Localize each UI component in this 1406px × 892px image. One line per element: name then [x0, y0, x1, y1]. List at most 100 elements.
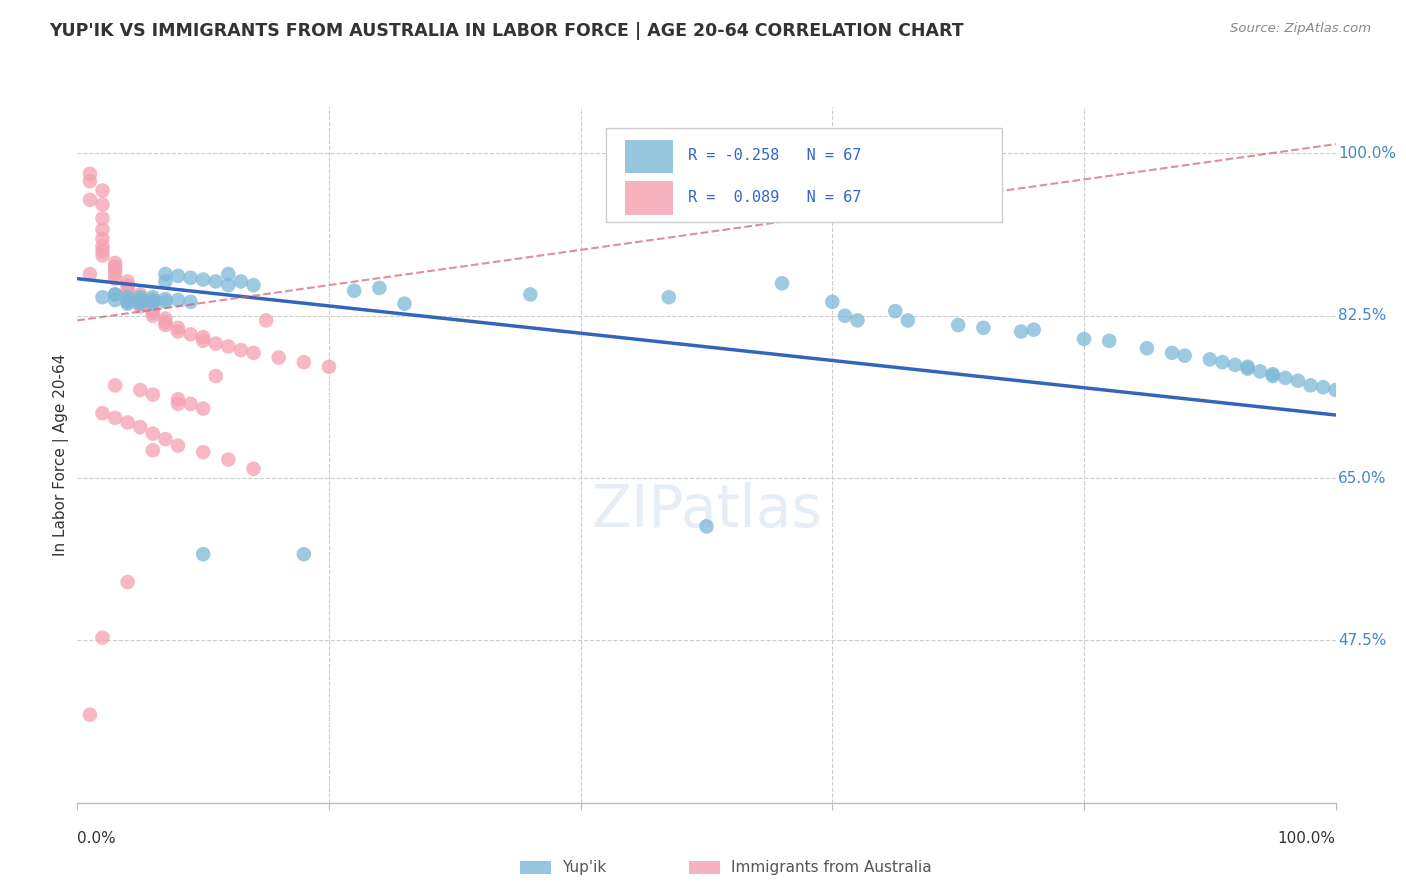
Point — [129, 383, 152, 397]
Point — [129, 290, 152, 304]
Point — [91, 211, 114, 226]
Point — [129, 287, 152, 301]
Point — [129, 293, 152, 307]
Point — [242, 462, 264, 476]
Point — [1022, 323, 1045, 337]
Point — [229, 343, 252, 357]
Text: R = -0.258   N = 67: R = -0.258 N = 67 — [688, 148, 860, 163]
Point — [91, 631, 114, 645]
Text: 47.5%: 47.5% — [1339, 633, 1386, 648]
Point — [834, 309, 856, 323]
Point — [180, 397, 202, 411]
Point — [519, 287, 541, 301]
Point — [167, 293, 190, 307]
Point — [104, 267, 127, 281]
Point — [117, 281, 139, 295]
Point — [292, 547, 315, 561]
Point — [191, 547, 215, 561]
Point — [91, 232, 114, 246]
Point — [1236, 359, 1258, 374]
Point — [79, 707, 101, 722]
Text: 65.0%: 65.0% — [1339, 471, 1386, 485]
Point — [129, 293, 152, 307]
Point — [267, 351, 290, 365]
Point — [91, 248, 114, 262]
Point — [191, 334, 215, 348]
Point — [142, 302, 165, 317]
Text: Source: ZipAtlas.com: Source: ZipAtlas.com — [1230, 22, 1371, 36]
Point — [1136, 341, 1159, 355]
Point — [142, 309, 165, 323]
Point — [884, 304, 907, 318]
Point — [104, 287, 127, 301]
Point — [155, 267, 177, 281]
Point — [1211, 355, 1233, 369]
Point — [180, 270, 202, 285]
Point — [91, 197, 114, 211]
Point — [972, 321, 994, 335]
Point — [104, 410, 127, 425]
Point — [167, 397, 190, 411]
Point — [204, 336, 226, 351]
Point — [129, 300, 152, 314]
Point — [155, 275, 177, 289]
Point — [1161, 346, 1184, 360]
Point — [1261, 369, 1284, 384]
Point — [343, 284, 366, 298]
Point — [155, 315, 177, 329]
Point — [1174, 349, 1197, 363]
Point — [948, 318, 970, 332]
Point — [142, 293, 165, 307]
Point — [229, 275, 252, 289]
Point — [204, 275, 226, 289]
Point — [129, 296, 152, 310]
Point — [167, 268, 190, 283]
Point — [1236, 361, 1258, 376]
Point — [104, 293, 127, 307]
Point — [142, 387, 165, 401]
Point — [191, 445, 215, 459]
Point — [167, 439, 190, 453]
FancyBboxPatch shape — [606, 128, 1002, 222]
Point — [1098, 334, 1121, 348]
Point — [242, 346, 264, 360]
Point — [167, 392, 190, 407]
Point — [254, 313, 277, 327]
Point — [104, 256, 127, 270]
Point — [117, 275, 139, 289]
Point — [180, 327, 202, 342]
Point — [117, 574, 139, 589]
Point — [91, 184, 114, 198]
Point — [1198, 352, 1220, 367]
Point — [1223, 358, 1246, 372]
Point — [142, 426, 165, 441]
Point — [217, 267, 239, 281]
Point — [846, 313, 869, 327]
Point — [142, 306, 165, 320]
Bar — [624, 181, 672, 215]
Text: ZIPatlas: ZIPatlas — [591, 482, 823, 539]
Point — [155, 311, 177, 326]
Point — [155, 432, 177, 446]
Point — [129, 294, 152, 309]
Point — [129, 296, 152, 310]
Text: Immigrants from Australia: Immigrants from Australia — [731, 860, 932, 874]
Point — [117, 294, 139, 309]
Point — [167, 321, 190, 335]
Text: Yup'ik: Yup'ik — [562, 860, 606, 874]
Point — [79, 167, 101, 181]
Point — [91, 406, 114, 420]
Point — [142, 443, 165, 458]
Point — [155, 292, 177, 306]
Point — [117, 285, 139, 300]
Point — [117, 293, 139, 307]
Point — [91, 290, 114, 304]
Point — [1299, 378, 1322, 392]
Point — [142, 294, 165, 309]
Point — [117, 296, 139, 310]
Text: R =  0.089   N = 67: R = 0.089 N = 67 — [688, 190, 860, 205]
Point — [1261, 368, 1284, 382]
Text: 100.0%: 100.0% — [1278, 830, 1336, 846]
Point — [1324, 383, 1347, 397]
Point — [117, 290, 139, 304]
